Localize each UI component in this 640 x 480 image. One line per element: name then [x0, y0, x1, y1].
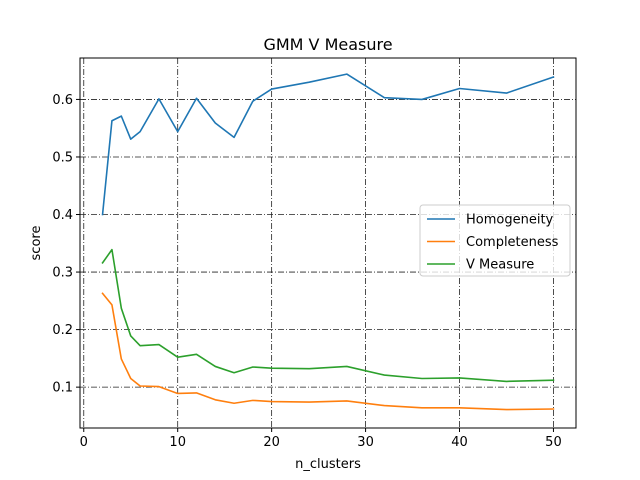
- x-tick-label: 30: [357, 435, 374, 450]
- y-tick-label: 0.4: [52, 208, 73, 223]
- tick-layer: 0 10 20 30 40 50 0.1 0.2 0.3 0.4 0.5 0.6: [52, 93, 561, 450]
- series-layer: [101, 73, 555, 411]
- y-tick-label: 0.1: [52, 381, 73, 396]
- legend-box: [419, 204, 571, 277]
- y-tick-label: 0.2: [52, 323, 73, 338]
- x-tick-label: 20: [263, 435, 280, 450]
- legend-label-v-measure: V Measure: [466, 258, 534, 273]
- y-tick-label: 0.5: [52, 150, 73, 165]
- plot-area-frame: [79, 57, 577, 429]
- grid-layer: [80, 58, 576, 428]
- x-tick-label: 0: [80, 435, 88, 450]
- legend-label-completeness: Completeness: [466, 235, 559, 250]
- x-axis-label: n_clusters: [295, 457, 361, 472]
- chart-title: GMM V Measure: [263, 35, 392, 54]
- legend-label-homogeneity: Homogeneity: [466, 213, 554, 228]
- x-tick-label: 40: [451, 435, 468, 450]
- legend: Homogeneity Completeness V Measure: [419, 204, 571, 277]
- x-tick-label: 10: [169, 435, 186, 450]
- series-line-homogeneity: [101, 73, 555, 216]
- y-tick-label: 0.3: [52, 266, 73, 281]
- series-line-completeness: [101, 292, 555, 411]
- y-tick-label: 0.6: [52, 93, 73, 108]
- x-tick-label: 50: [545, 435, 562, 450]
- y-axis-label: score: [29, 226, 44, 261]
- series-line-v-measure: [101, 248, 555, 383]
